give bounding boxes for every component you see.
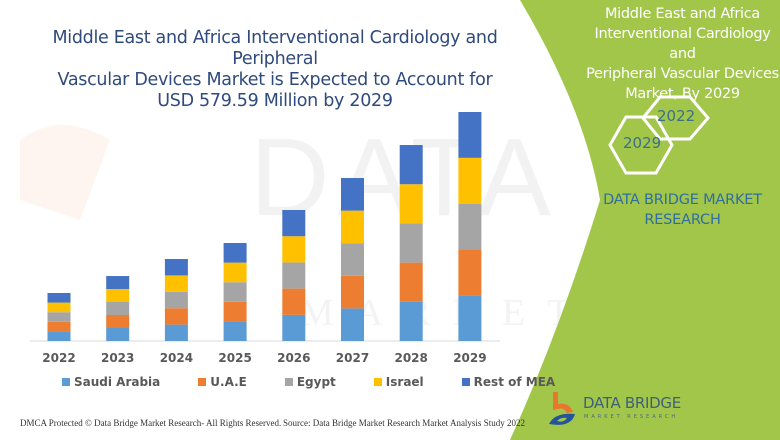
bar-segment-u-a-e-2028 xyxy=(399,262,423,302)
hexagon-2029 xyxy=(608,115,674,175)
watermark-logo-shape xyxy=(20,125,110,220)
side-panel-title: Middle East and Africa Interventional Ca… xyxy=(585,4,780,104)
bar-segment-u-a-e-2026 xyxy=(282,288,306,315)
legend-swatch xyxy=(284,378,293,386)
hex-year-2022: 2022 xyxy=(657,107,696,125)
bar-segment-israel-2028 xyxy=(399,184,423,224)
legend-swatch xyxy=(62,378,70,386)
legend-swatch xyxy=(373,378,382,386)
page-title: Middle East and Africa Interventional Ca… xyxy=(20,28,530,112)
bar-segment-saudi-arabia-2023 xyxy=(106,328,130,341)
bar-segment-rest-of-mea-2028 xyxy=(399,145,423,185)
x-tick-label: 2023 xyxy=(101,351,134,365)
bar-segment-saudi-arabia-2027 xyxy=(341,308,364,341)
x-tick-label: 2028 xyxy=(394,351,427,365)
legend-item: U.A.E xyxy=(198,375,247,389)
bar-segment-u-a-e-2029 xyxy=(458,249,482,296)
side-title-line: Market, By 2029 xyxy=(625,86,740,102)
legend-item: Israel xyxy=(373,375,424,389)
bar-segment-saudi-arabia-2024 xyxy=(164,324,188,341)
hexagons xyxy=(608,95,710,175)
side-title-line: Peripheral Vascular Devices xyxy=(586,66,779,82)
title-line: Middle East and Africa Interventional Ca… xyxy=(52,28,498,69)
copyright-text: DMCA Protected © Data Bridge Market Rese… xyxy=(20,418,282,428)
bar-segment-egypt-2023 xyxy=(106,302,130,316)
legend-label: Rest of MEA xyxy=(473,375,556,389)
legend-swatch xyxy=(461,378,470,386)
x-tick-label: 2025 xyxy=(218,351,251,365)
bar-segment-rest-of-mea-2022 xyxy=(47,292,71,303)
bar-segment-israel-2024 xyxy=(164,275,188,292)
bar-segment-egypt-2029 xyxy=(458,203,482,250)
legend-label: Egypt xyxy=(296,375,336,389)
chart-legend: Saudi Arabia U.A.E Egypt Israel Rest of MEA xyxy=(62,375,593,389)
legend-item: Saudi Arabia xyxy=(62,375,160,389)
source-text: Source: Data Bridge Market Research Mark… xyxy=(283,418,525,428)
bars-group xyxy=(47,112,482,341)
bar-segment-egypt-2024 xyxy=(164,291,188,309)
bar-segment-israel-2027 xyxy=(341,210,364,244)
bar-segment-egypt-2027 xyxy=(341,243,364,276)
green-panel xyxy=(510,0,780,440)
x-tick-label: 2026 xyxy=(277,351,310,365)
bar-segment-egypt-2025 xyxy=(223,282,247,302)
legend-swatch xyxy=(198,378,207,386)
bar-segment-israel-2029 xyxy=(458,157,482,204)
brand-logo xyxy=(549,392,575,425)
bar-segment-saudi-arabia-2028 xyxy=(399,301,423,341)
bar-segment-saudi-arabia-2025 xyxy=(223,321,247,341)
legend-item: Egypt xyxy=(284,375,336,389)
x-tick-labels: 2022 2023 2024 2025 2026 2027 2028 2029 xyxy=(42,351,486,365)
bar-segment-israel-2022 xyxy=(47,302,71,313)
bar-segment-u-a-e-2027 xyxy=(341,275,364,309)
x-tick-label: 2022 xyxy=(42,351,75,365)
title-line: Vascular Devices Market is Expected to A… xyxy=(57,70,493,90)
bar-segment-rest-of-mea-2025 xyxy=(223,243,247,263)
bar-segment-egypt-2022 xyxy=(47,312,71,322)
bar-segment-saudi-arabia-2022 xyxy=(47,331,71,341)
hex-year-2029: 2029 xyxy=(623,134,662,152)
bar-segment-u-a-e-2023 xyxy=(106,315,130,329)
logo-name: DATA BRIDGE xyxy=(583,394,681,412)
legend-label: Israel xyxy=(385,375,424,389)
bar-segment-israel-2026 xyxy=(282,236,306,263)
bar-segment-rest-of-mea-2024 xyxy=(164,259,188,276)
bar-segment-rest-of-mea-2023 xyxy=(106,276,130,290)
bar-segment-u-a-e-2022 xyxy=(47,321,71,332)
bar-segment-rest-of-mea-2027 xyxy=(341,178,364,211)
title-line: USD 579.59 Million by 2029 xyxy=(157,91,393,111)
x-tick-label: 2029 xyxy=(453,351,486,365)
legend-item: Rest of MEA xyxy=(461,375,556,389)
side-panel-brand: DATA BRIDGE MARKET RESEARCH xyxy=(585,190,780,230)
bar-segment-egypt-2026 xyxy=(282,262,306,289)
bar-segment-rest-of-mea-2026 xyxy=(282,209,306,237)
bar-segment-u-a-e-2025 xyxy=(223,301,247,322)
bar-segment-saudi-arabia-2026 xyxy=(282,314,306,341)
bar-segment-saudi-arabia-2029 xyxy=(458,295,482,341)
side-title-line: Interventional Cardiology and xyxy=(594,26,771,62)
logo-subtitle: MARKET RESEARCH xyxy=(584,414,679,420)
bar-segment-egypt-2028 xyxy=(399,223,423,263)
side-title-line: Middle East and Africa xyxy=(604,6,761,22)
logo-b-shape xyxy=(553,392,573,413)
bar-segment-israel-2025 xyxy=(223,262,247,283)
x-tick-label: 2024 xyxy=(160,351,193,365)
bar-segment-u-a-e-2024 xyxy=(164,308,188,325)
brand-line: DATA BRIDGE MARKET xyxy=(603,192,762,208)
bar-segment-israel-2023 xyxy=(106,289,130,303)
legend-label: Saudi Arabia xyxy=(74,375,161,389)
legend-label: U.A.E xyxy=(210,375,247,389)
x-tick-label: 2027 xyxy=(336,351,369,365)
bar-segment-rest-of-mea-2029 xyxy=(458,112,482,158)
logo-swoosh-shape xyxy=(549,413,575,425)
brand-line: RESEARCH xyxy=(644,212,721,228)
